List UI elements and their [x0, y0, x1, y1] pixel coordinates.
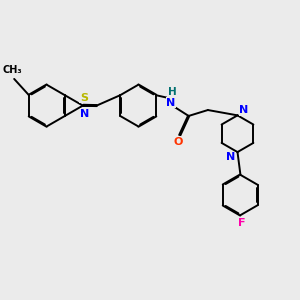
Text: N: N: [239, 105, 249, 115]
Text: S: S: [80, 93, 88, 103]
Text: N: N: [226, 152, 236, 162]
Text: O: O: [174, 137, 183, 147]
Text: N: N: [80, 109, 89, 118]
Text: N: N: [166, 98, 176, 108]
Text: H: H: [168, 87, 177, 97]
Text: F: F: [238, 218, 246, 228]
Text: CH₃: CH₃: [3, 65, 22, 75]
